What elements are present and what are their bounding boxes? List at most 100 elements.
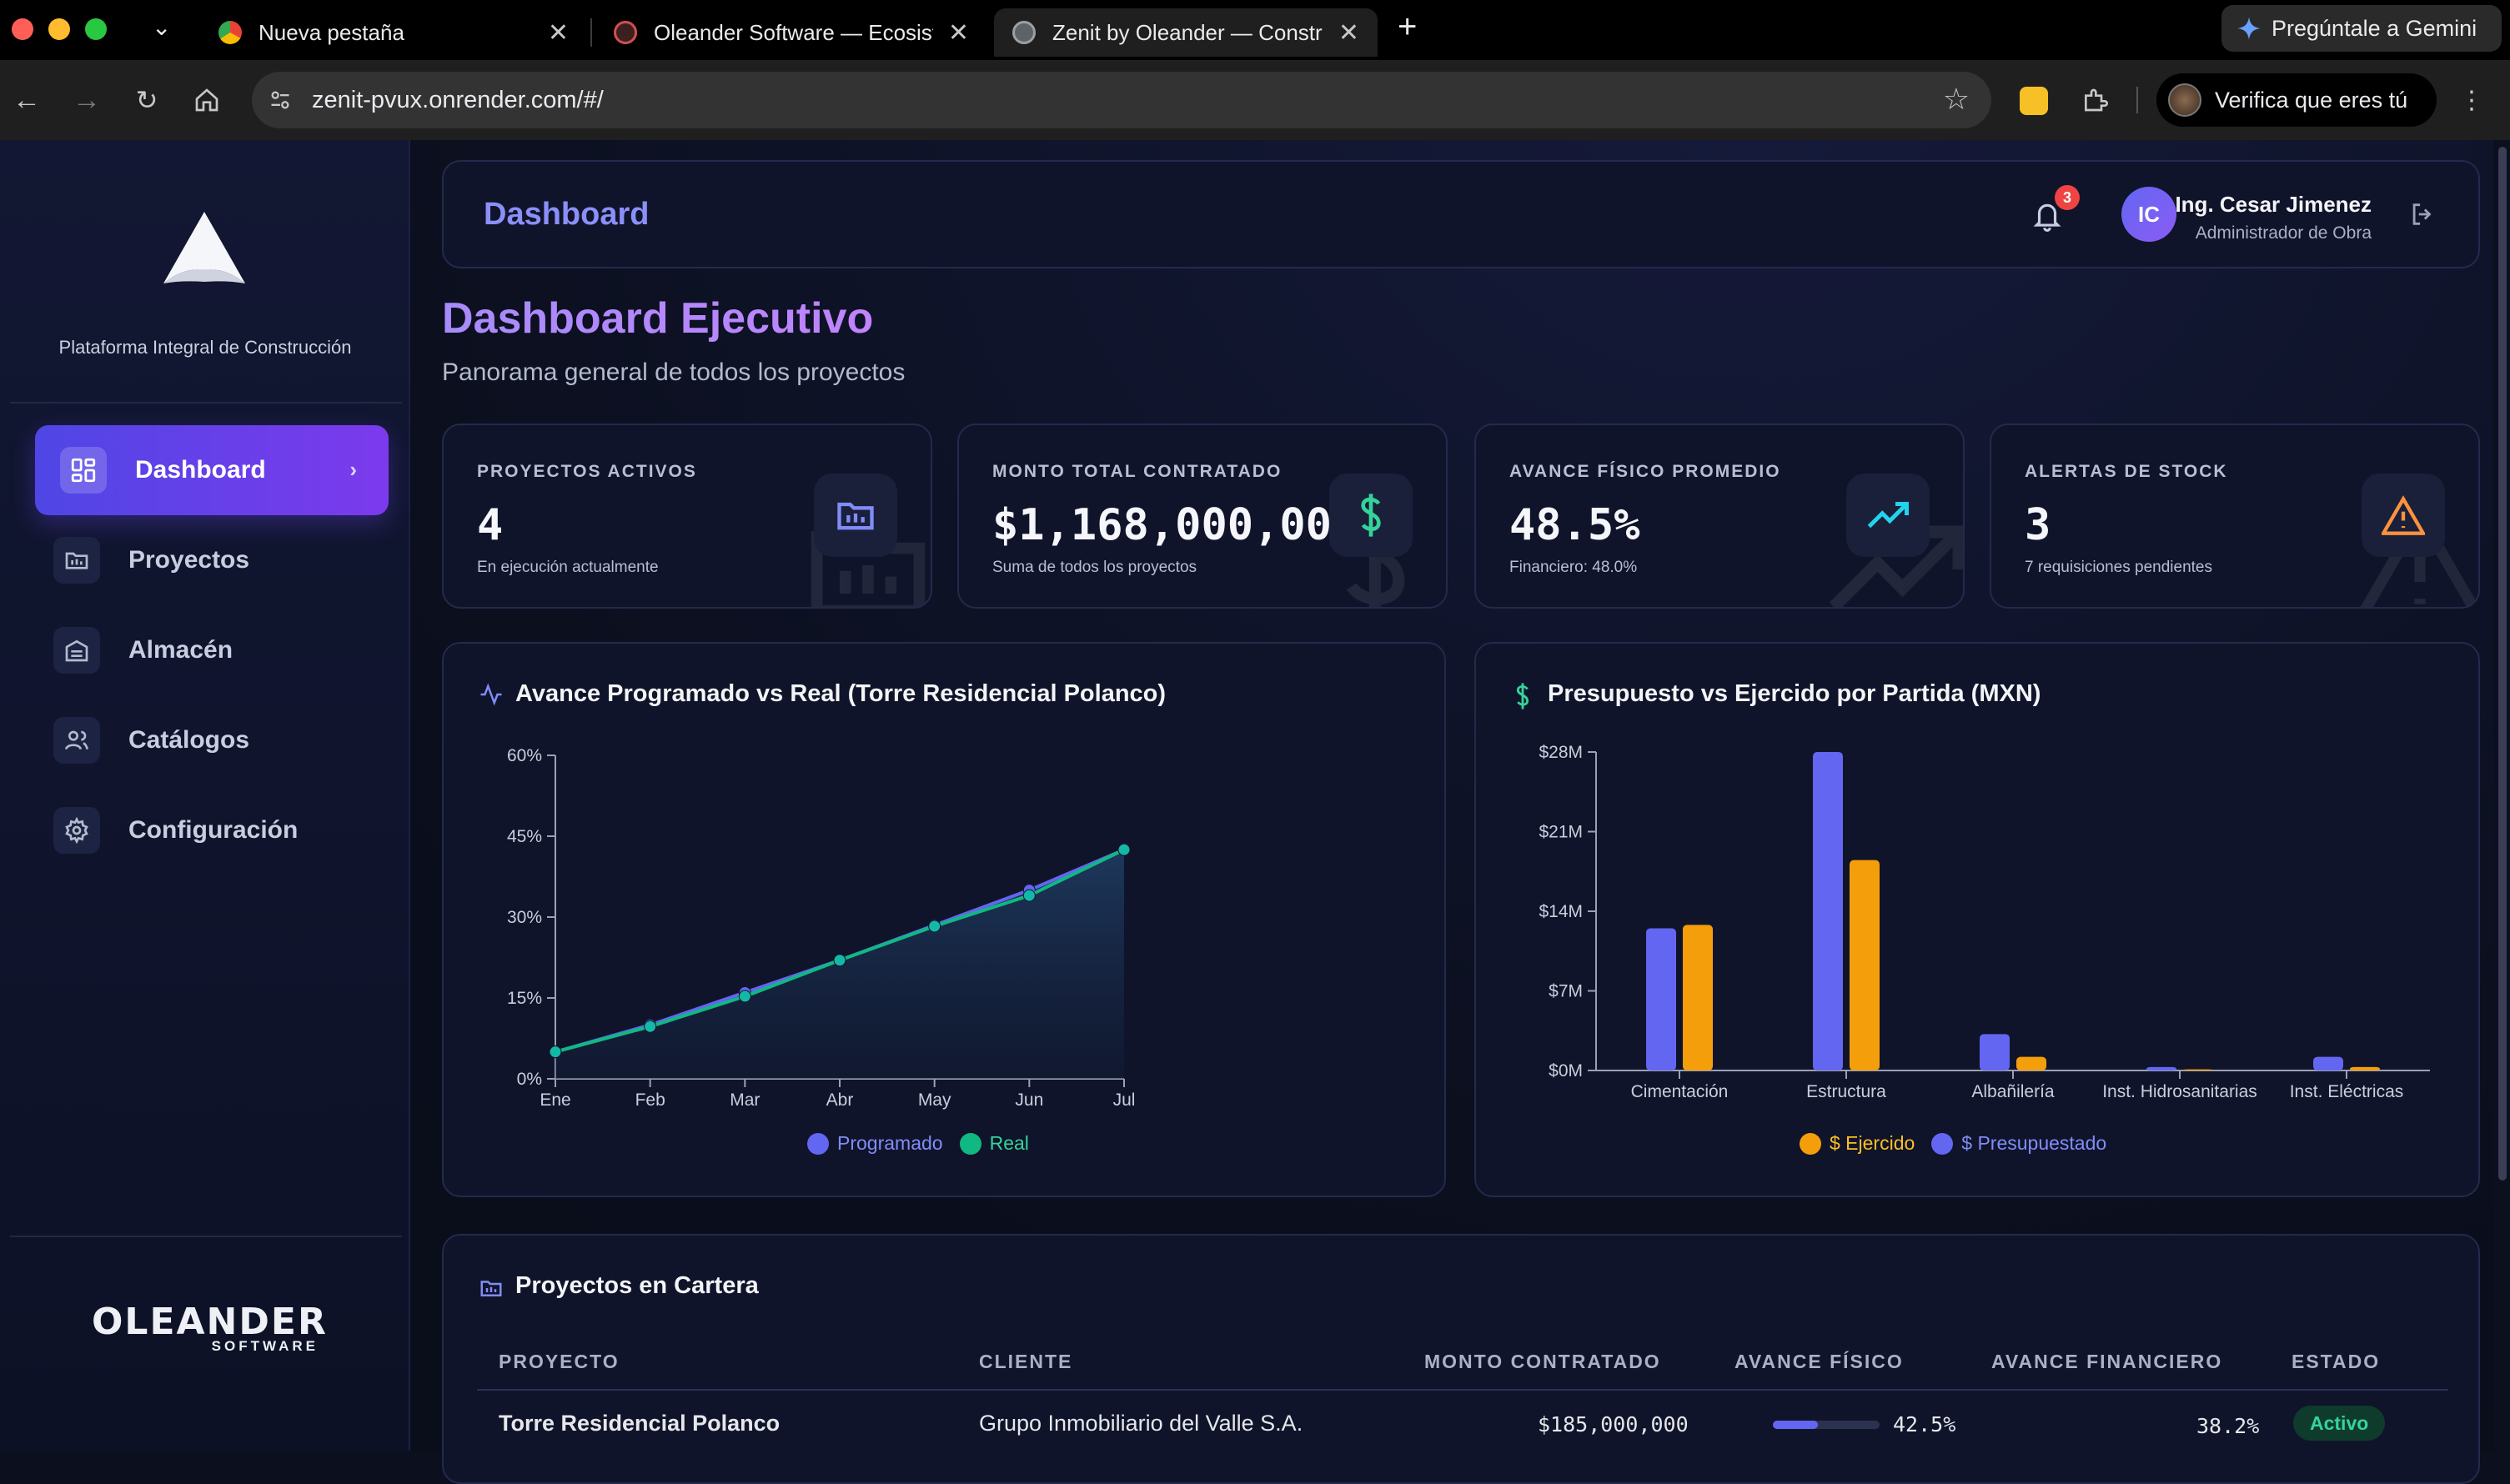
activity-pulse-icon	[480, 683, 502, 706]
data-point	[1117, 843, 1131, 856]
folder-chart-icon	[480, 1281, 502, 1296]
legend-label: $ Presupuestado	[1961, 1132, 2107, 1154]
users-icon	[53, 717, 100, 764]
line-chart: 0% 15% 30% 45% 60% Ene Feb Mar Abr May Jun Jul	[507, 746, 1135, 1110]
sidebar-item-catalogos[interactable]: Catálogos	[28, 695, 382, 785]
sidebar-item-label: Dashboard	[135, 456, 266, 484]
kpi-value: $1,168,000,000	[992, 500, 1358, 550]
legend-label: Real	[989, 1132, 1029, 1154]
oleander-favicon-icon	[614, 21, 637, 44]
back-arrow-icon[interactable]: ←	[13, 83, 41, 116]
column-header-cliente[interactable]: CLIENTE	[979, 1351, 1073, 1372]
y-tick-label: 45%	[507, 827, 542, 846]
chart-title: Presupuesto vs Ejercido por Partida (MXN…	[1548, 680, 2041, 707]
dollar-icon	[1516, 683, 1529, 709]
sidebar-item-label: Almacén	[128, 636, 233, 664]
header-title: Dashboard	[484, 197, 650, 232]
verify-profile-button[interactable]: Verifica que eres tú	[2156, 73, 2437, 127]
sidebar-item-almacen[interactable]: Almacén	[28, 605, 382, 695]
chrome-favicon-icon	[218, 21, 242, 44]
kpi-sub: Suma de todos los proyectos	[992, 559, 1197, 576]
bell-icon[interactable]	[2031, 198, 2063, 233]
reload-icon[interactable]: ↻	[135, 85, 158, 115]
verify-label: Verifica que eres tú	[2215, 87, 2408, 113]
sidebar-tagline: Plataforma Integral de Construcción	[58, 337, 352, 358]
site-settings-icon[interactable]	[269, 88, 292, 112]
bar-chart: $0M $7M $14M $21M $28M Cimentación Estructura A…	[1539, 743, 2430, 1101]
browser-menu-kebab-icon[interactable]: ⋮	[2459, 86, 2484, 114]
kpi-card-avance-fisico: AVANCE FÍSICO PROMEDIO 48.5% Financiero:…	[1474, 424, 1965, 609]
kpi-value: 4	[477, 500, 504, 550]
column-header-proyecto[interactable]: PROYECTO	[499, 1351, 620, 1372]
close-window-button[interactable]	[12, 18, 33, 40]
minimize-window-button[interactable]	[48, 18, 70, 40]
sidebar-item-proyectos[interactable]: Proyectos	[28, 515, 382, 605]
kpi-sub: Financiero: 48.0%	[1509, 559, 1638, 576]
legend-swatch	[1800, 1132, 1821, 1155]
brand-sub: SOFTWARE	[211, 1338, 319, 1354]
kpi-value: 48.5%	[1509, 500, 1640, 550]
tab-list-chevron-icon[interactable]: ⌄	[152, 14, 172, 40]
extensions-puzzle-icon[interactable]	[2073, 78, 2116, 122]
data-point	[833, 954, 846, 967]
legend-item-ejercido[interactable]: $ Ejercido	[1800, 1132, 1915, 1155]
x-tick-label: Albañilería	[1971, 1082, 2055, 1101]
header-bar: Dashboard 3 IC Ing. Cesar Jimenez Admini…	[442, 160, 2480, 268]
y-tick-label: 60%	[507, 746, 542, 765]
oleander-brand-logo: OLEANDER SOFTWARE	[92, 1301, 326, 1355]
legend-item-real[interactable]: Real	[959, 1132, 1029, 1155]
maximize-window-button[interactable]	[85, 18, 107, 40]
new-tab-plus-icon[interactable]: +	[1398, 8, 1418, 45]
chart-legend: $ Ejercido $ Presupuestado	[1800, 1132, 2106, 1155]
data-point	[549, 1045, 562, 1059]
chevron-right-icon: ›	[349, 457, 357, 482]
kpi-value: 3	[2025, 500, 2051, 550]
sidebar-item-dashboard[interactable]: Dashboard ›	[35, 425, 389, 515]
data-point	[738, 990, 751, 1003]
column-header-avance-financiero[interactable]: AVANCE FINANCIERO	[1991, 1351, 2223, 1372]
y-tick-label: $0M	[1549, 1061, 1583, 1080]
browser-toolbar: ← → ↻ zenit-pvux.onrender.com/#/ ☆ Verif…	[0, 60, 2510, 140]
warning-icon	[2362, 474, 2445, 557]
column-header-estado[interactable]: ESTADO	[2292, 1351, 2381, 1372]
tab-oleander-software[interactable]: Oleander Software — Ecosistema ✕	[595, 8, 987, 57]
logout-icon[interactable]	[2408, 200, 2437, 228]
close-tab-icon[interactable]: ✕	[947, 18, 969, 47]
kpi-label: MONTO TOTAL CONTRATADO	[992, 462, 1283, 481]
tab-title: Zenit by Oleander — Construcción	[1052, 19, 1323, 45]
close-tab-icon[interactable]: ✕	[547, 18, 569, 47]
x-tick-label: Estructura	[1806, 1082, 1886, 1101]
y-tick-label: 15%	[507, 989, 542, 1008]
dashboard-grid-icon	[60, 447, 107, 494]
home-icon[interactable]	[185, 78, 228, 122]
avatar[interactable]: IC	[2121, 187, 2176, 242]
bar-presupuestado	[2146, 1066, 2176, 1070]
sidebar-item-configuracion[interactable]: Configuración	[28, 785, 382, 875]
address-bar[interactable]: zenit-pvux.onrender.com/#/ ☆	[252, 72, 1991, 128]
tab-zenit[interactable]: Zenit by Oleander — Construcción ✕	[994, 8, 1378, 57]
column-header-monto[interactable]: MONTO CONTRATADO	[1424, 1351, 1661, 1372]
legend-item-presupuestado[interactable]: $ Presupuestado	[1931, 1132, 2106, 1155]
legend-swatch	[1931, 1132, 1954, 1155]
data-point	[1022, 889, 1036, 902]
page-scrollbar-thumb[interactable]	[2498, 147, 2507, 1181]
toolbar-divider	[2136, 87, 2138, 113]
tab-title: Nueva pestaña	[259, 19, 404, 45]
kpi-sub: En ejecución actualmente	[477, 559, 659, 576]
close-tab-icon[interactable]: ✕	[1338, 18, 1359, 47]
gemini-button[interactable]: Pregúntale a Gemini	[2221, 5, 2502, 52]
column-header-avance-fisico[interactable]: AVANCE FÍSICO	[1734, 1351, 1904, 1372]
forward-arrow-icon[interactable]: →	[73, 83, 101, 116]
legend-item-programado[interactable]: Programado	[807, 1132, 943, 1155]
sidebar-item-label: Configuración	[128, 816, 299, 844]
extension-note-icon[interactable]	[2020, 87, 2048, 115]
x-tick-label: Inst. Hidrosanitarias	[2102, 1082, 2257, 1101]
user-name: Ing. Cesar Jimenez	[2175, 192, 2372, 217]
tab-nueva-pestana[interactable]: Nueva pestaña ✕	[200, 8, 587, 57]
bookmark-star-icon[interactable]: ☆	[1942, 82, 1970, 116]
bar-ejercido	[2016, 1056, 2046, 1070]
kpi-label: ALERTAS DE STOCK	[2025, 462, 2228, 481]
kpi-card-monto-total: MONTO TOTAL CONTRATADO $1,168,000,000 Su…	[957, 424, 1448, 609]
page-subtitle: Panorama general de todos los proyectos	[442, 358, 906, 386]
trending-up-icon	[1846, 474, 1930, 557]
